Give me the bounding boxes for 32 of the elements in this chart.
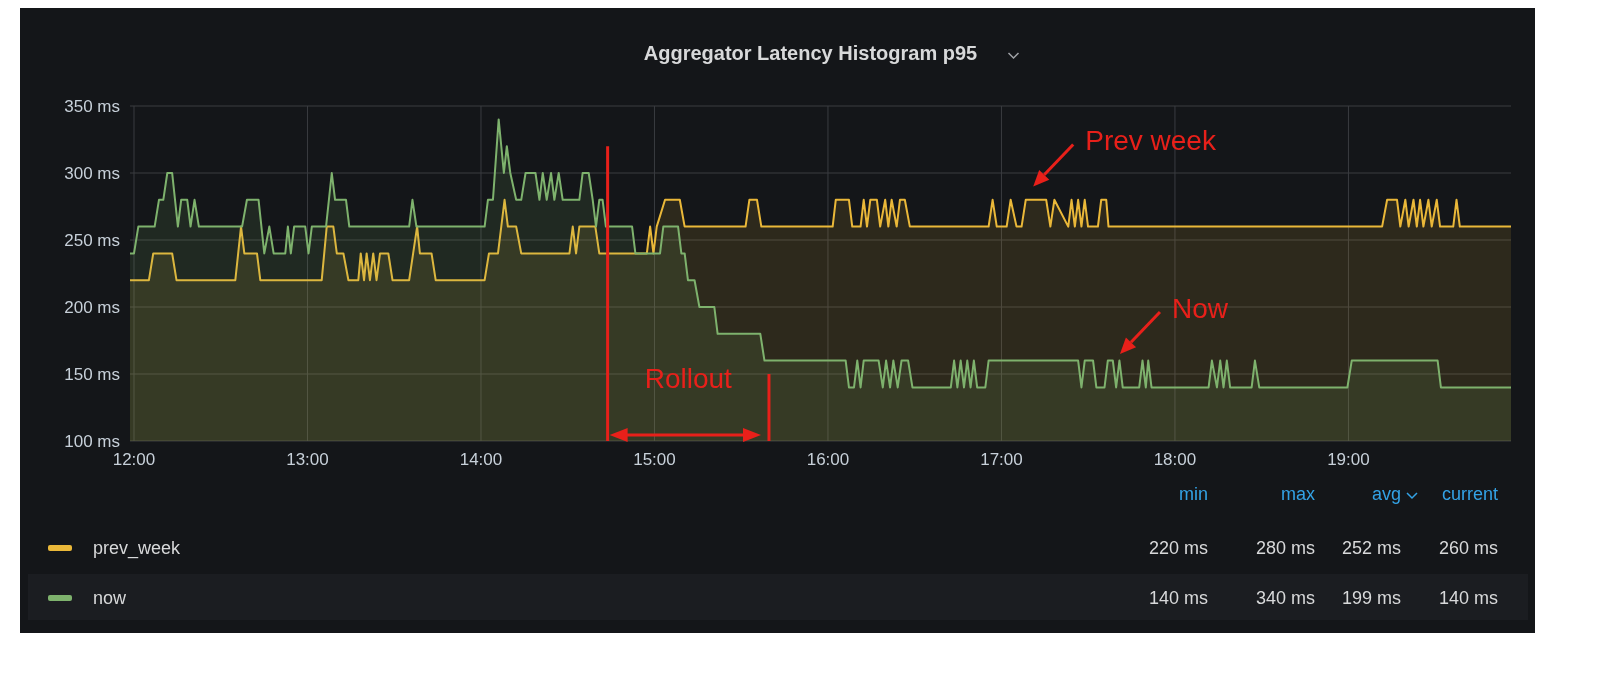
y-tick-label: 300 ms [64, 163, 120, 183]
x-tick-label: 19:00 [1327, 450, 1370, 469]
text: 140 ms [1438, 588, 1498, 609]
x-tick-label: 18:00 [1153, 450, 1197, 469]
text: max [1280, 484, 1315, 504]
text: current [1441, 484, 1498, 504]
legend-label: prev_week [93, 538, 182, 560]
text: min [1178, 484, 1208, 504]
annotation: Rollout [644, 363, 733, 394]
x-tick-label: 14:00 [459, 450, 503, 469]
x-tick-label: 17:00 [980, 450, 1023, 469]
x-tick-label: 16:00 [806, 450, 850, 469]
text: avg [1371, 484, 1401, 504]
x-tick-label: 15:00 [633, 450, 676, 469]
y-tick-label: 150 ms [64, 364, 120, 384]
text: 252 ms [1341, 538, 1401, 559]
text: 220 ms [1148, 538, 1208, 559]
text: 280 ms [1255, 538, 1315, 559]
text: 199 ms [1341, 588, 1401, 609]
text: 340 ms [1255, 588, 1315, 609]
annotation: Now [1171, 292, 1229, 324]
y-tick-label: 350 ms [64, 96, 120, 116]
text: 260 ms [1438, 538, 1498, 559]
y-tick-label: 100 ms [64, 431, 120, 451]
chart-title: Aggregator Latency Histogram p95 [643, 42, 978, 64]
x-tick-label: 12:00 [112, 450, 156, 469]
annotation: Prev week [1085, 125, 1217, 157]
text: 140 ms [1148, 588, 1208, 609]
y-tick-label: 200 ms [64, 297, 120, 317]
x-tick-label: 13:00 [286, 450, 329, 469]
y-tick-label: 250 ms [64, 230, 120, 250]
legend-label: now [93, 588, 128, 609]
